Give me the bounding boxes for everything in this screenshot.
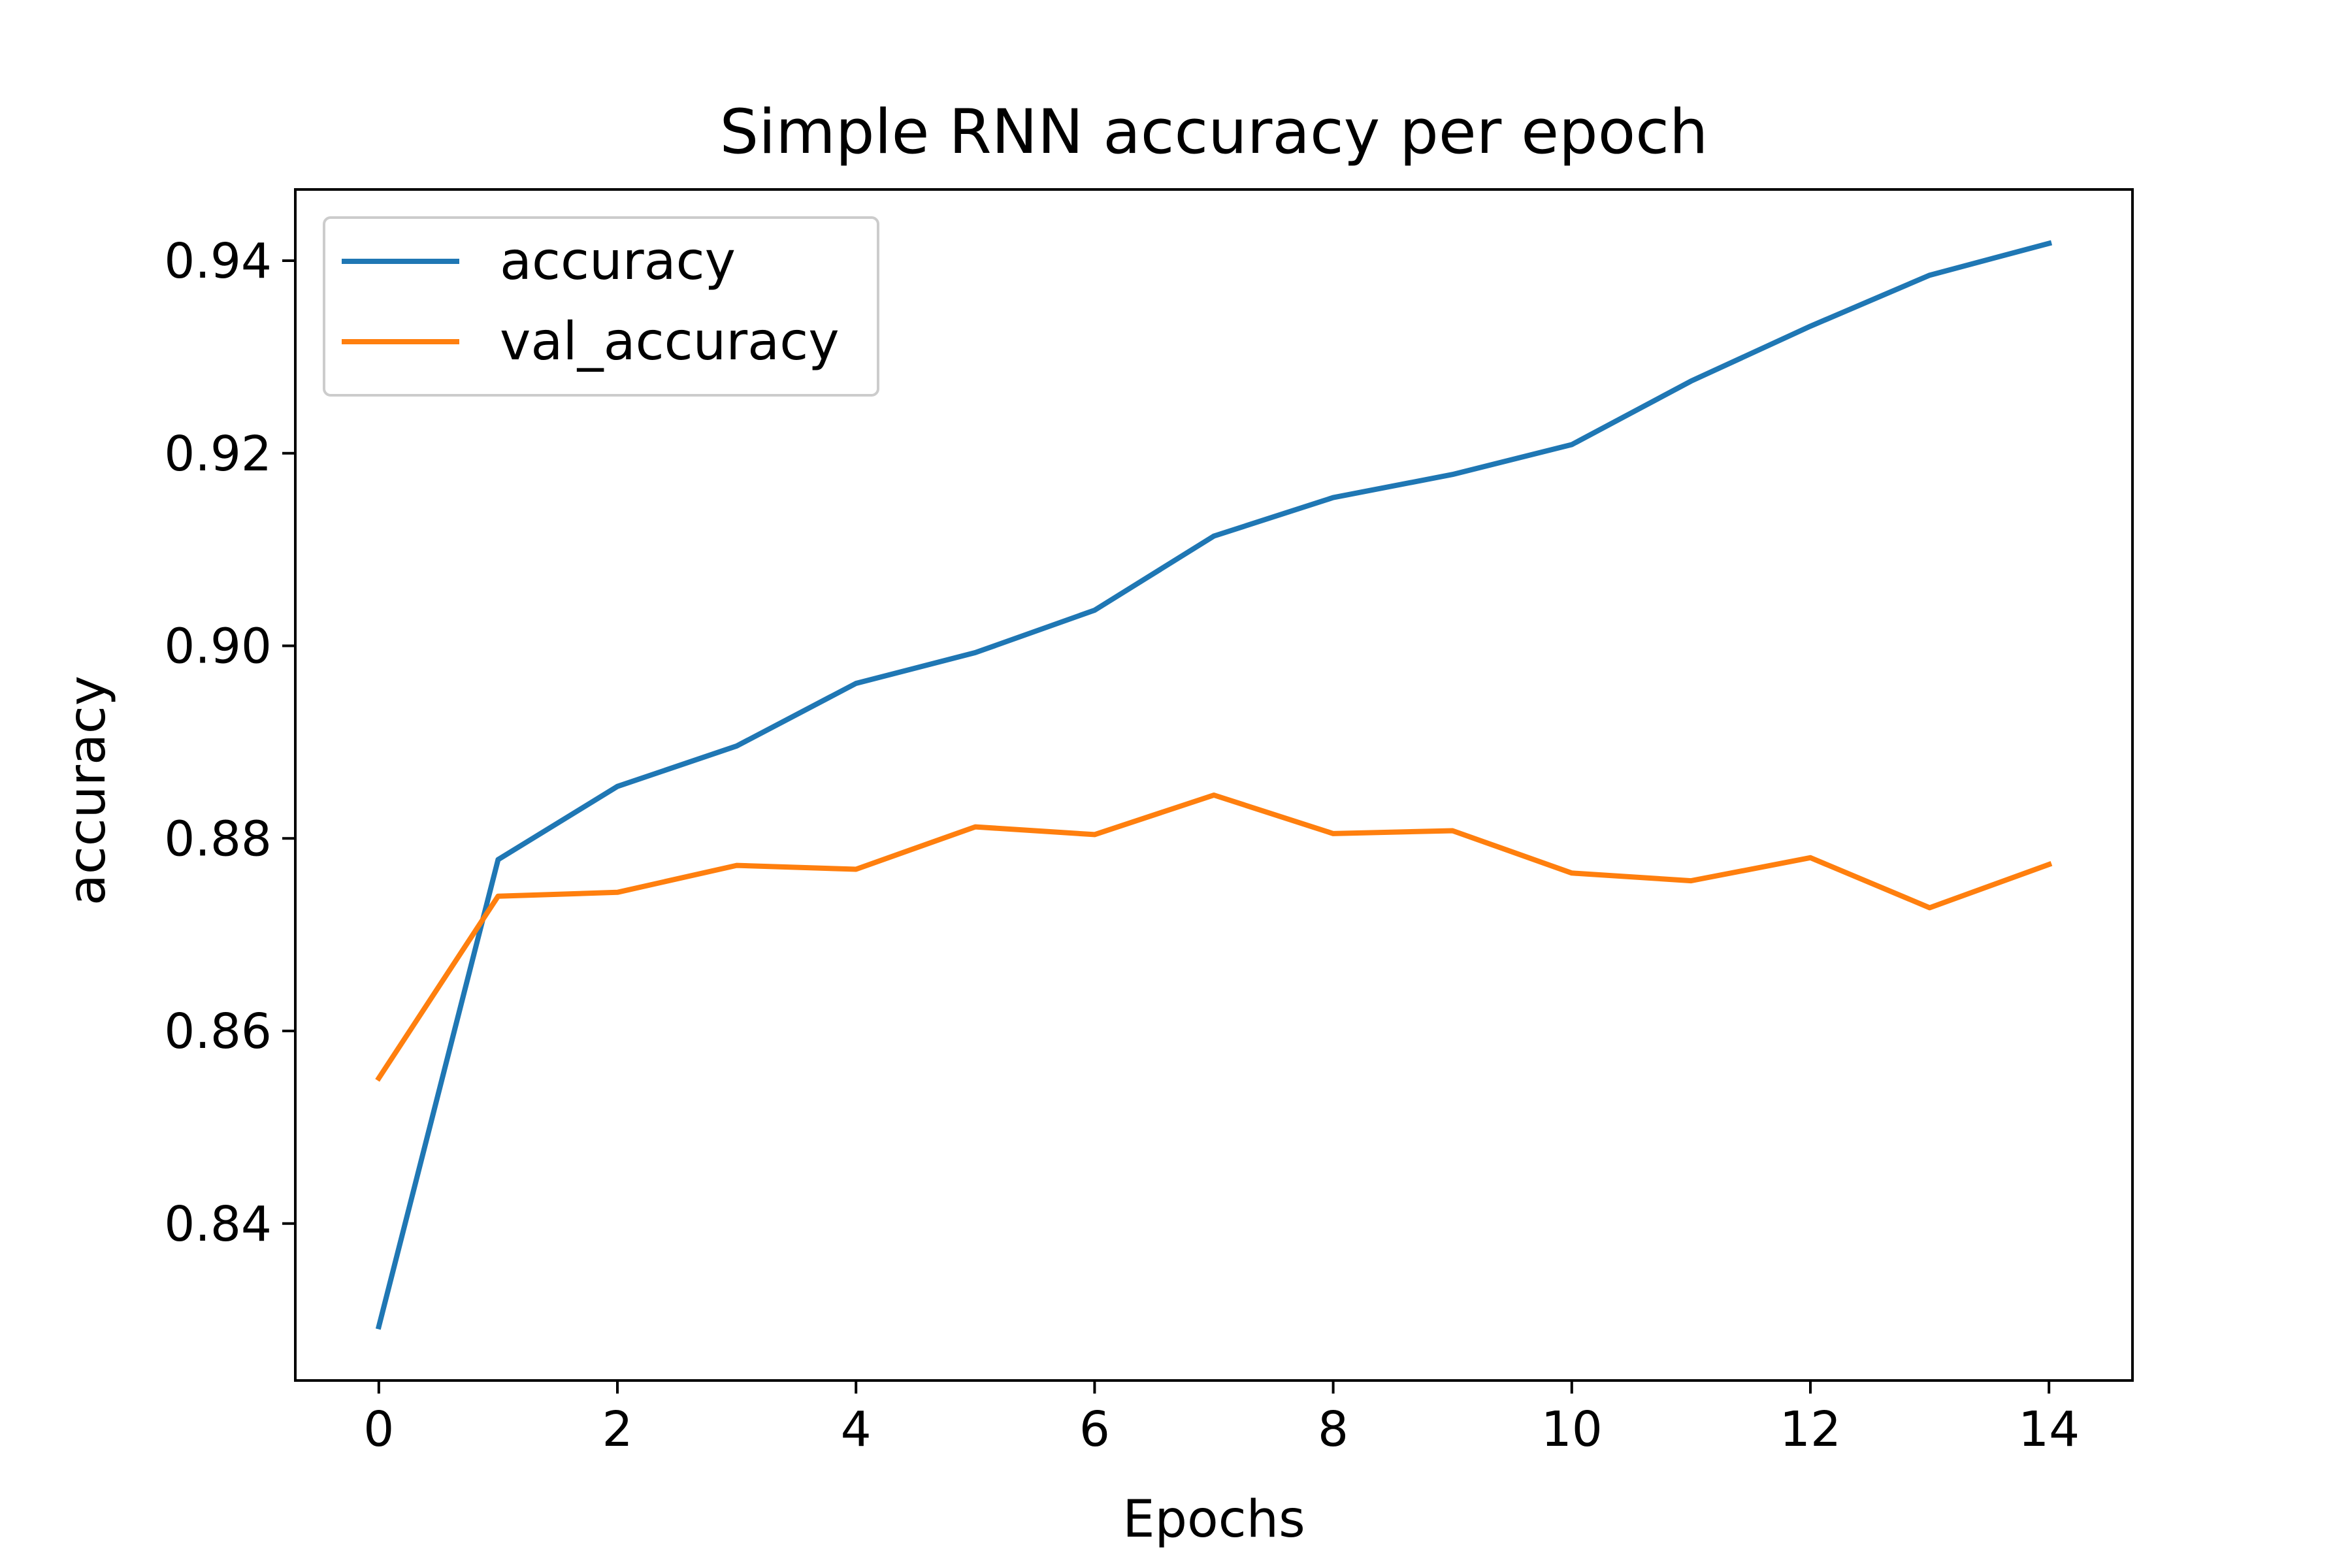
plot-frame	[294, 188, 2134, 1382]
y-tick-label: 0.88	[164, 811, 272, 867]
x-tick-label: 14	[2018, 1401, 2080, 1458]
x-tick-label: 4	[841, 1401, 872, 1458]
series-line-val-accuracy	[375, 792, 2053, 1082]
x-tick-label: 2	[602, 1401, 632, 1458]
legend-label-val-accuracy: val_accuracy	[500, 311, 840, 372]
x-tick-label: 8	[1318, 1401, 1348, 1458]
y-tick-label: 0.94	[164, 233, 272, 289]
y-tick-label: 0.86	[164, 1004, 272, 1060]
chart-title: Simple RNN accuracy per epoch	[720, 97, 1708, 168]
x-tick-label: 6	[1079, 1401, 1110, 1458]
legend-label-accuracy: accuracy	[500, 231, 736, 291]
x-tick-label: 10	[1541, 1401, 1603, 1458]
series-line-accuracy	[375, 240, 2053, 1330]
series-lines	[375, 240, 2053, 1330]
y-axis: 0.84 0.86 0.88 0.90 0.92 0.94	[164, 233, 295, 1252]
y-tick-label: 0.84	[164, 1196, 272, 1252]
legend: accuracy val_accuracy	[323, 216, 879, 397]
x-tick-label: 0	[363, 1401, 394, 1458]
x-axis-label: Epochs	[1122, 1490, 1305, 1549]
y-axis-label: accuracy	[58, 676, 117, 906]
y-tick-label: 0.92	[164, 426, 272, 482]
x-tick-label: 12	[1780, 1401, 1841, 1458]
legend-box	[323, 216, 879, 397]
y-tick-label: 0.90	[164, 619, 272, 675]
x-axis: 0 2 4 6 8 10 12 14	[363, 1380, 2080, 1458]
